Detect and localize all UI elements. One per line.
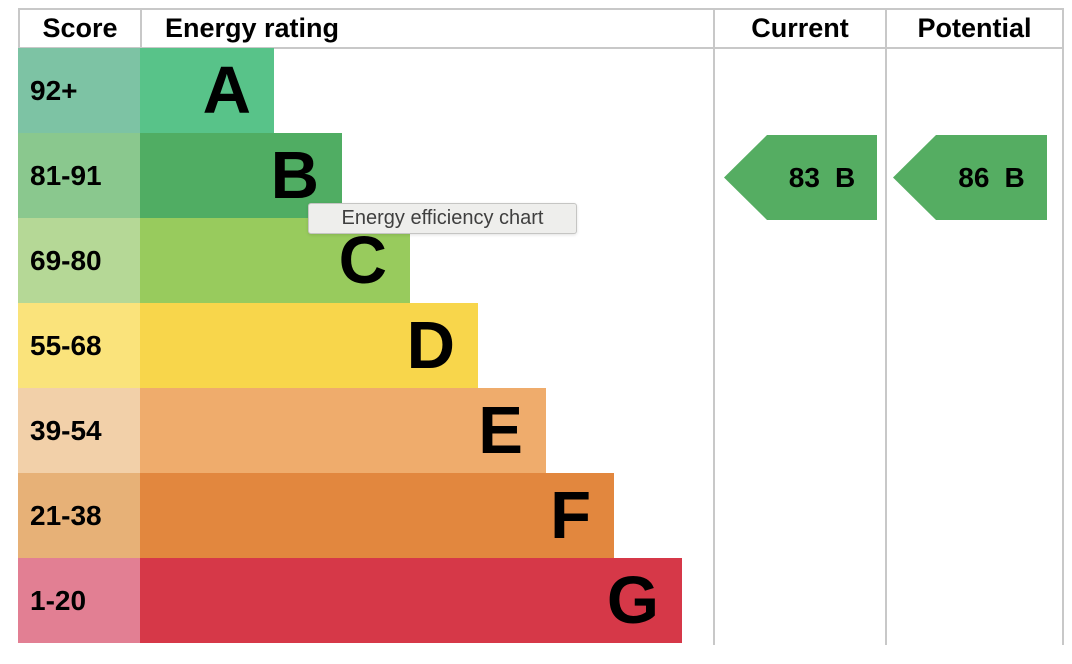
band-b-letter: B bbox=[270, 138, 319, 213]
band-row-f: 21-38 F bbox=[18, 473, 614, 558]
band-f-bar: F bbox=[140, 473, 614, 558]
band-row-b: 81-91 B bbox=[18, 133, 342, 218]
band-g-bar: G bbox=[140, 558, 682, 643]
band-a-score-cell: 92+ bbox=[18, 48, 140, 133]
score-rating-divider bbox=[140, 8, 142, 49]
band-f-score-cell: 21-38 bbox=[18, 473, 140, 558]
band-d-score-cell: 55-68 bbox=[18, 303, 140, 388]
band-g-score-label: 1-20 bbox=[30, 584, 87, 616]
chart-right-border bbox=[1062, 8, 1064, 645]
band-row-g: 1-20 G bbox=[18, 558, 682, 643]
band-b-score-cell: 81-91 bbox=[18, 133, 140, 218]
band-c-letter: C bbox=[338, 223, 387, 298]
band-a-bar: A bbox=[140, 48, 274, 133]
rating-current-divider bbox=[713, 8, 715, 645]
potential-rating-band: B bbox=[1004, 161, 1025, 193]
current-rating-value: 83 bbox=[788, 161, 820, 193]
band-g-score-cell: 1-20 bbox=[18, 558, 140, 643]
header-potential: Potential bbox=[917, 12, 1032, 43]
header-current: Current bbox=[751, 12, 849, 43]
band-row-a: 92+ A bbox=[18, 48, 274, 133]
band-e-score-cell: 39-54 bbox=[18, 388, 140, 473]
band-row-c: 69-80 C bbox=[18, 218, 410, 303]
band-d-letter: D bbox=[406, 308, 455, 383]
current-rating-band: B bbox=[834, 161, 856, 193]
header-bottom-border bbox=[18, 47, 1064, 49]
band-b-score-label: 81-91 bbox=[30, 159, 102, 191]
band-c-score-cell: 69-80 bbox=[18, 218, 140, 303]
header-score: Score bbox=[42, 12, 118, 43]
band-e-score-label: 39-54 bbox=[30, 414, 102, 446]
current-potential-divider bbox=[885, 8, 887, 645]
band-c-score-label: 69-80 bbox=[30, 244, 102, 276]
current-rating-arrow: 83 B bbox=[724, 135, 877, 220]
chart-tooltip: Energy efficiency chart bbox=[308, 203, 577, 234]
potential-rating-value: 86 bbox=[958, 161, 990, 193]
band-g-letter: G bbox=[606, 563, 659, 638]
band-row-d: 55-68 D bbox=[18, 303, 478, 388]
band-f-letter: F bbox=[550, 478, 591, 553]
band-a-letter: A bbox=[202, 53, 251, 128]
band-d-bar: D bbox=[140, 303, 478, 388]
band-a-score-label: 92+ bbox=[30, 74, 78, 106]
band-e-letter: E bbox=[478, 393, 523, 468]
potential-rating-arrow: 86 B bbox=[893, 135, 1047, 220]
band-e-bar: E bbox=[140, 388, 546, 473]
header-energy-rating: Energy rating bbox=[165, 12, 340, 43]
chart-top-border bbox=[18, 8, 1064, 10]
header-left-border bbox=[18, 8, 20, 49]
band-f-score-label: 21-38 bbox=[30, 499, 102, 531]
band-d-score-label: 55-68 bbox=[30, 329, 102, 361]
band-row-e: 39-54 E bbox=[18, 388, 546, 473]
